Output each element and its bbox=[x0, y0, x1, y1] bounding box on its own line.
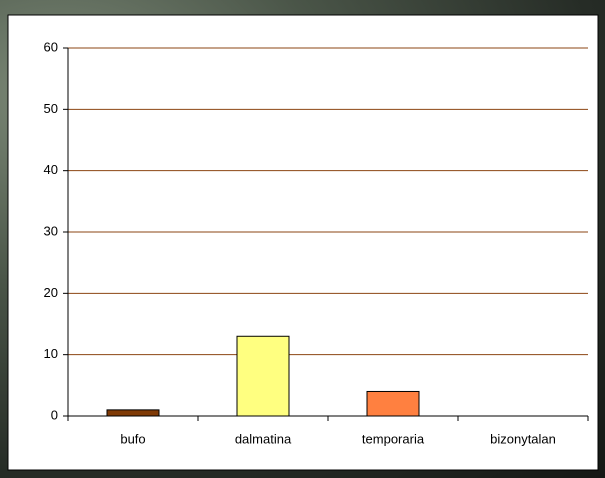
chart: 0 10 20 30 40 50 60 bufo dalmatina temporaria bizo… bbox=[0, 0, 605, 478]
y-tick-label: 30 bbox=[44, 223, 58, 238]
bar bbox=[367, 391, 419, 416]
chart-area bbox=[8, 15, 598, 470]
x-tick-label: bizonytalan bbox=[490, 431, 556, 446]
y-tick-label: 60 bbox=[44, 39, 58, 54]
y-tick-label: 50 bbox=[44, 101, 58, 116]
y-tick-label: 0 bbox=[51, 407, 58, 422]
bar bbox=[107, 410, 159, 416]
y-tick-label: 40 bbox=[44, 162, 58, 177]
x-tick-label: dalmatina bbox=[235, 431, 292, 446]
y-tick-label: 20 bbox=[44, 285, 58, 300]
x-tick-label: bufo bbox=[120, 431, 145, 446]
y-tick-label: 10 bbox=[44, 346, 58, 361]
x-tick-label: temporaria bbox=[362, 431, 425, 446]
bar bbox=[237, 336, 289, 416]
